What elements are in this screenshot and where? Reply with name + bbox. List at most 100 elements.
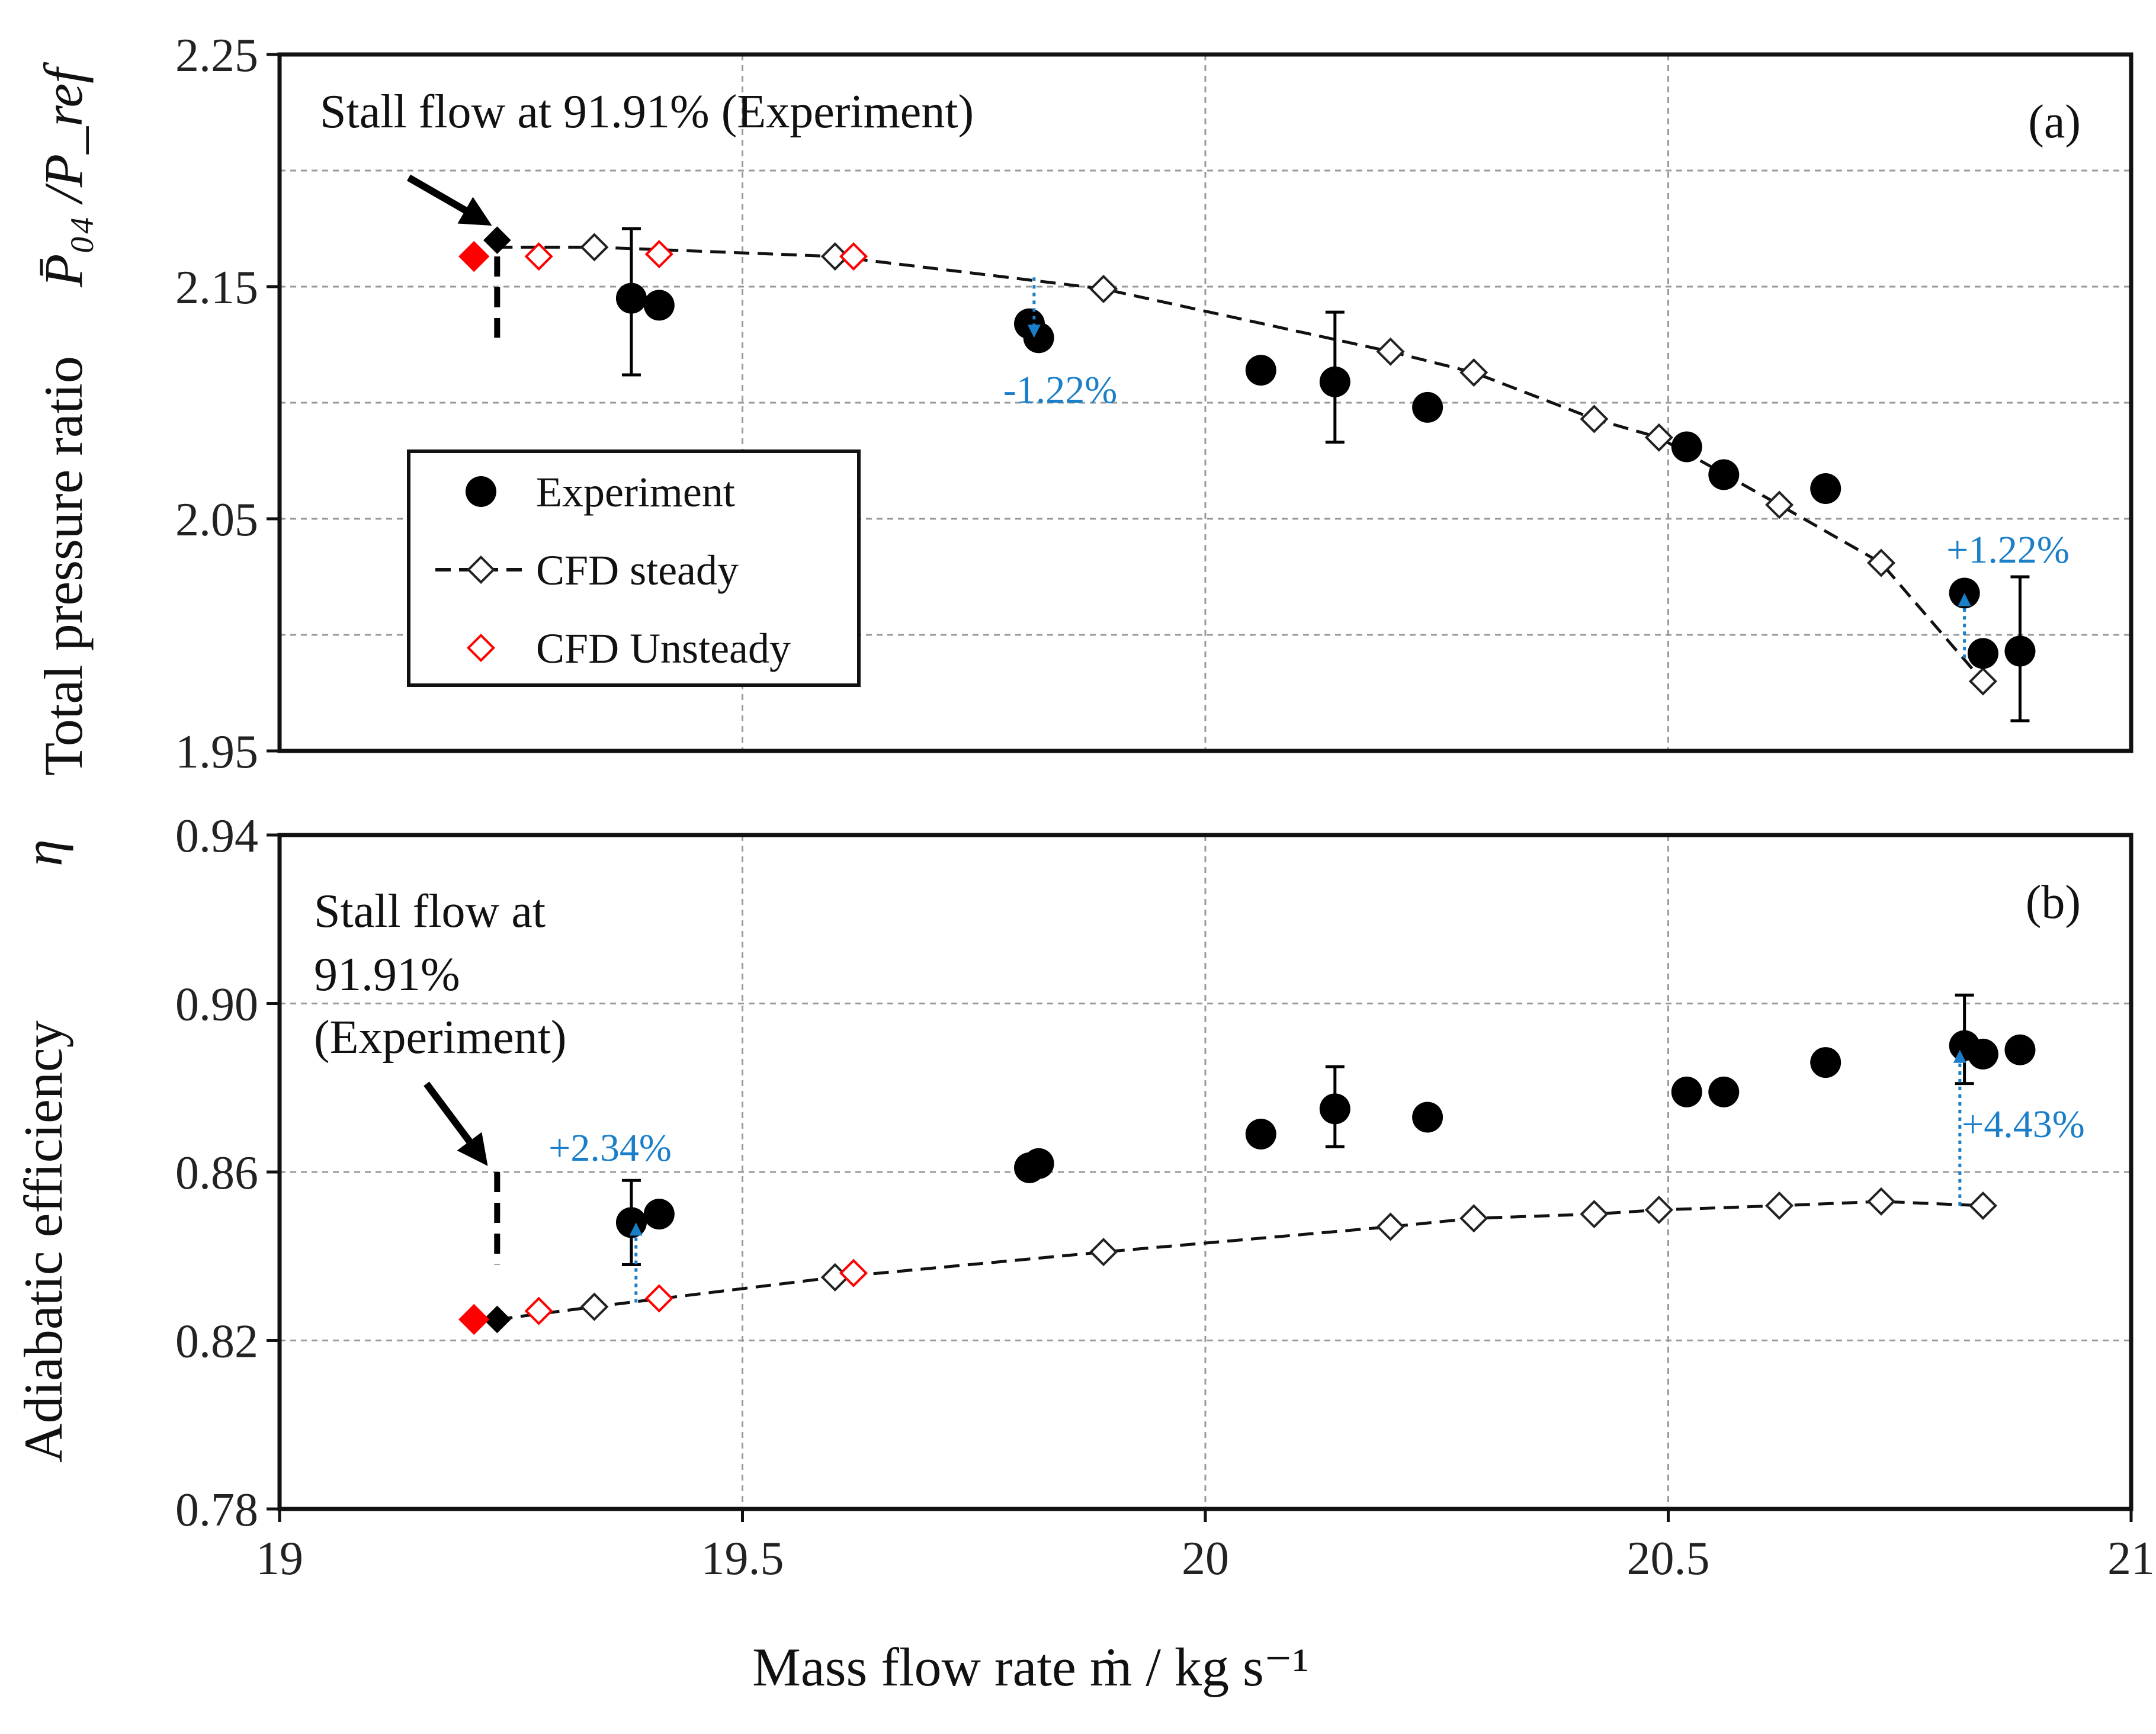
b-cfd-steady-point xyxy=(1866,1187,1896,1216)
legend-steady-label: CFD steady xyxy=(536,547,739,594)
a-stall-annotation-text: Stall flow at 91.91% (Experiment) xyxy=(320,86,974,138)
a-cfd-steady-point xyxy=(1089,274,1118,303)
a-experiment-point xyxy=(1412,391,1443,423)
a-y-tick-label: 2.05 xyxy=(175,494,258,546)
b-experiment-point xyxy=(643,1199,675,1230)
panel-a-pressure-ratio: 1.95 2.05 2.15 2.25 (a) Stall flow at 91.91% … xyxy=(175,30,2133,778)
b-panel-label: (b) xyxy=(2026,876,2081,929)
a-difference-label: +1.22% xyxy=(1946,528,2070,571)
b-y-tick-label: 0.94 xyxy=(175,810,258,862)
y-axis-title-b-text: Adiabatic efficiency xyxy=(13,1020,73,1463)
a-y-tick-label: 2.15 xyxy=(175,262,258,314)
a-stall-diamond xyxy=(483,226,511,254)
a-experiment-point xyxy=(1708,459,1740,490)
legend-unsteady-marker xyxy=(466,633,496,663)
a-experiment-point xyxy=(1810,473,1841,505)
a-cfd-steady-point xyxy=(1866,548,1896,577)
b-cfd-steady-point xyxy=(1968,1191,1997,1220)
b-cfd-unsteady-point xyxy=(644,1284,673,1313)
b-experiment-point xyxy=(2004,1034,2036,1065)
a-experiment-point xyxy=(615,282,647,314)
b-difference-arrow-head xyxy=(1953,1049,1966,1063)
b-stall-diamond xyxy=(483,1305,511,1334)
legend-steady-marker xyxy=(466,555,496,585)
b-stall-annotation-text: Stall flow at xyxy=(314,885,546,937)
y-axis-symbol-b: η xyxy=(13,839,73,866)
b-y-tick-label: 0.90 xyxy=(175,979,258,1031)
x-axis-title: Mass flow rate ṁ / kg s⁻¹ xyxy=(752,1637,1309,1697)
x-tick-label: 20 xyxy=(1182,1533,1229,1585)
legend-experiment-marker xyxy=(466,476,496,507)
y-axis-title-b: Adiabatic efficiency η xyxy=(13,839,73,1463)
a-difference-arrow-head xyxy=(1958,593,1971,606)
y-axis-title-a-text: Total pressure ratio xyxy=(33,356,94,776)
a-plot-frame xyxy=(277,52,2133,753)
b-cfd-steady-line xyxy=(496,1200,1984,1321)
b-cfd-unsteady-point xyxy=(524,1296,553,1325)
x-tick-label: 19.5 xyxy=(701,1533,784,1585)
b-cfd-steady-point xyxy=(1459,1204,1488,1233)
b-stall-annotation-text: 91.91% xyxy=(314,949,460,1001)
b-cfd-unsteady-point xyxy=(839,1258,868,1287)
a-stall-arrow-head xyxy=(457,197,492,226)
b-difference-label: +2.34% xyxy=(548,1126,672,1170)
b-cfd-steady-point xyxy=(1644,1195,1673,1225)
a-experiment-point xyxy=(2004,635,2036,667)
b-cfd-steady-point xyxy=(1765,1191,1794,1220)
b-cfd-steady-point xyxy=(820,1263,849,1292)
a-experiment-point xyxy=(1671,431,1702,463)
a-cfd-steady-line xyxy=(497,245,1984,683)
a-experiment-point xyxy=(1949,577,1980,609)
a-experiment-point xyxy=(1245,355,1276,386)
a-cfd-unsteady-point xyxy=(839,242,868,271)
a-experiment-point xyxy=(1319,366,1350,397)
a-difference-arrow-head xyxy=(1027,325,1041,338)
x-tick-label: 21 xyxy=(2107,1533,2155,1585)
y-axis-symbol-a: P̄₀₄ /P_ref xyxy=(33,62,94,288)
b-stall-arrow-head xyxy=(457,1132,488,1166)
a-cfd-steady-point xyxy=(1376,337,1405,366)
legend-experiment-label: Experiment xyxy=(536,468,735,516)
a-cfd-unsteady-point xyxy=(644,240,673,269)
b-experiment-point xyxy=(1967,1038,1998,1070)
b-y-tick-label: 0.86 xyxy=(175,1147,258,1199)
a-cfd-steady-point xyxy=(820,242,849,271)
a-cfd-steady-point xyxy=(1765,490,1794,519)
a-y-tick-label: 2.25 xyxy=(175,30,258,82)
a-panel-label: (a) xyxy=(2028,96,2081,148)
a-difference-label: -1.22% xyxy=(1003,368,1117,412)
b-cfd-steady-point xyxy=(1376,1212,1405,1241)
b-stall-annotation-text: (Experiment) xyxy=(314,1011,566,1064)
b-cfd-unsteady-filled-point xyxy=(458,1303,490,1335)
legend-unsteady-label: CFD Unsteady xyxy=(536,625,791,672)
b-experiment-point xyxy=(1412,1102,1443,1133)
legend: Experiment CFD steady CFD Unsteady xyxy=(407,449,861,687)
b-experiment-point xyxy=(1319,1093,1350,1125)
a-cfd-steady-point xyxy=(1580,404,1609,434)
x-tick-label: 19 xyxy=(256,1533,303,1585)
a-cfd-unsteady-filled-point xyxy=(458,240,490,272)
b-experiment-point xyxy=(1245,1118,1276,1149)
a-cfd-steady-point xyxy=(580,233,609,262)
b-experiment-point xyxy=(1671,1076,1702,1107)
a-cfd-steady-point xyxy=(1459,358,1488,387)
a-cfd-unsteady-point xyxy=(524,242,553,271)
b-cfd-steady-point xyxy=(1580,1200,1609,1229)
a-experiment-point xyxy=(643,290,675,321)
a-cfd-steady-point xyxy=(1968,667,1997,696)
b-experiment-point xyxy=(1023,1148,1054,1179)
panel-b-efficiency: 0.78 0.82 0.86 0.90 0.94 (b) Stall flow at 91.9… xyxy=(175,810,2133,1536)
b-difference-label: +4.43% xyxy=(1962,1103,2085,1146)
b-experiment-point xyxy=(1810,1047,1841,1078)
b-difference-arrow-head xyxy=(629,1222,643,1236)
x-tick-labels: 19 19.5 20 20.5 21 xyxy=(256,1509,2155,1585)
b-y-tick-label: 0.78 xyxy=(175,1484,258,1536)
b-cfd-steady-point xyxy=(1089,1238,1118,1267)
b-experiment-point xyxy=(1708,1076,1740,1107)
b-cfd-steady-point xyxy=(580,1292,609,1321)
x-tick-label: 20.5 xyxy=(1627,1533,1710,1585)
y-axis-title-a: Total pressure ratio P̄₀₄ /P_ref xyxy=(33,62,94,776)
b-y-tick-label: 0.82 xyxy=(175,1316,258,1368)
a-y-tick-label: 1.95 xyxy=(175,726,258,778)
